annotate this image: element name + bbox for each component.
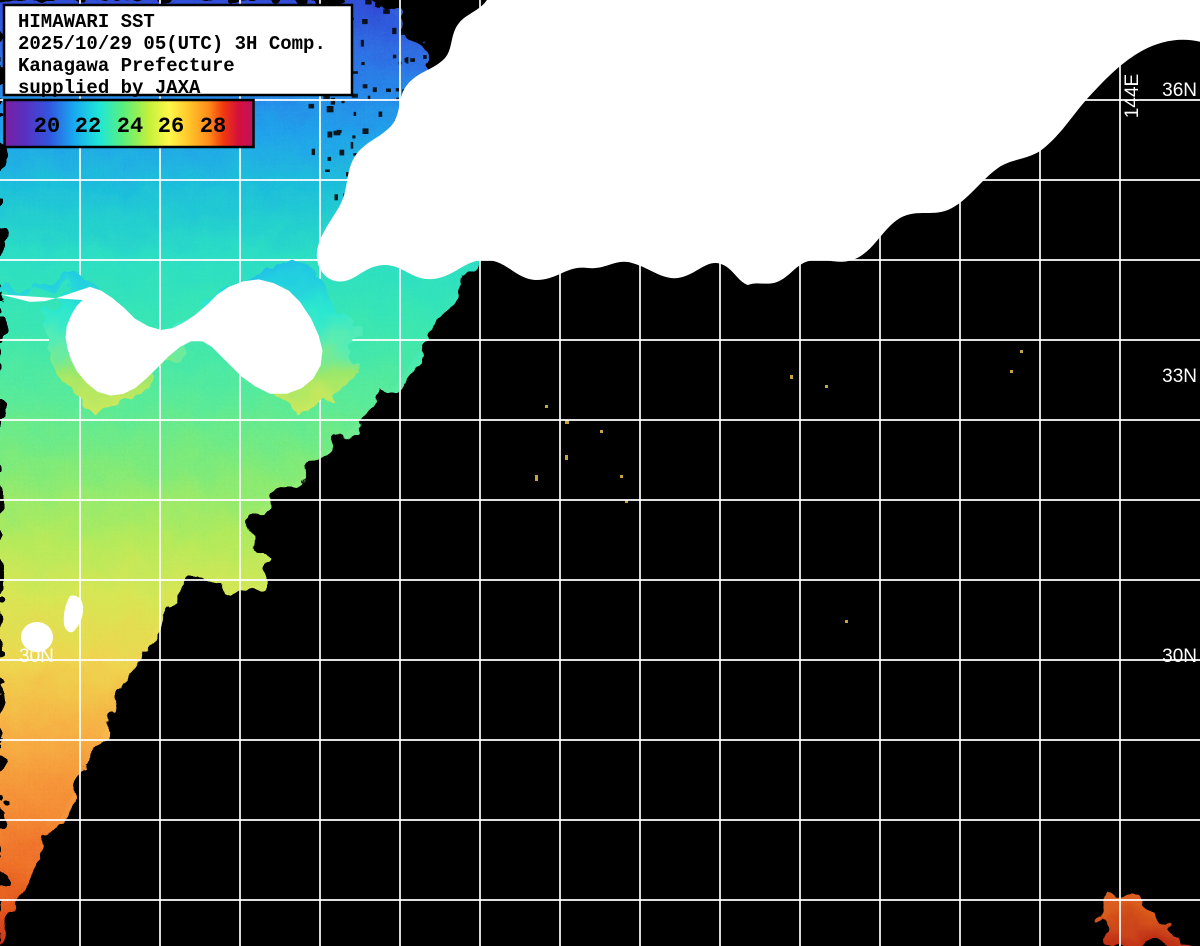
- svg-text:24: 24: [117, 114, 143, 139]
- svg-text:Kanagawa Prefecture: Kanagawa Prefecture: [18, 55, 235, 77]
- svg-text:28: 28: [200, 114, 226, 139]
- svg-text:30N: 30N: [1162, 646, 1197, 667]
- svg-text:HIMAWARI SST: HIMAWARI SST: [18, 11, 155, 33]
- svg-text:2025/10/29 05(UTC) 3H Comp.: 2025/10/29 05(UTC) 3H Comp.: [18, 33, 326, 55]
- svg-text:20: 20: [34, 114, 60, 139]
- svg-text:36N: 36N: [1162, 80, 1197, 101]
- svg-text:22: 22: [75, 114, 101, 139]
- svg-text:144E: 144E: [1122, 74, 1143, 118]
- svg-text:supplied by JAXA: supplied by JAXA: [18, 77, 201, 99]
- svg-text:33N: 33N: [1162, 366, 1197, 387]
- svg-text:30N: 30N: [19, 646, 54, 667]
- svg-text:136E: 136E: [470, 74, 491, 118]
- svg-text:26: 26: [158, 114, 184, 139]
